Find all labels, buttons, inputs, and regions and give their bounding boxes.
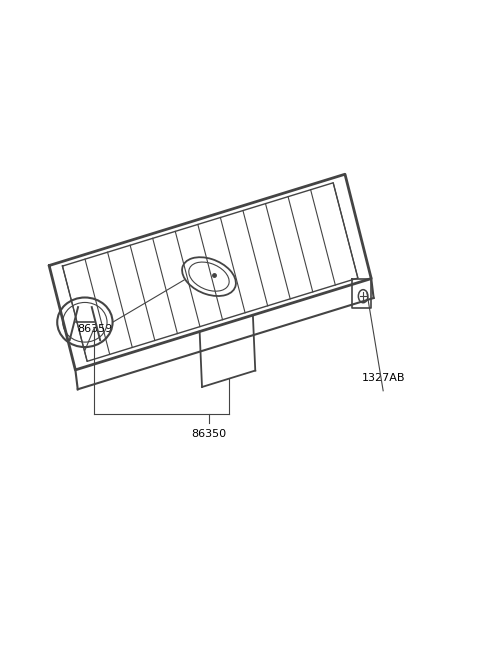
Text: 86350: 86350 xyxy=(192,428,227,439)
Text: 86359: 86359 xyxy=(77,324,112,334)
Text: 1327AB: 1327AB xyxy=(361,373,405,383)
